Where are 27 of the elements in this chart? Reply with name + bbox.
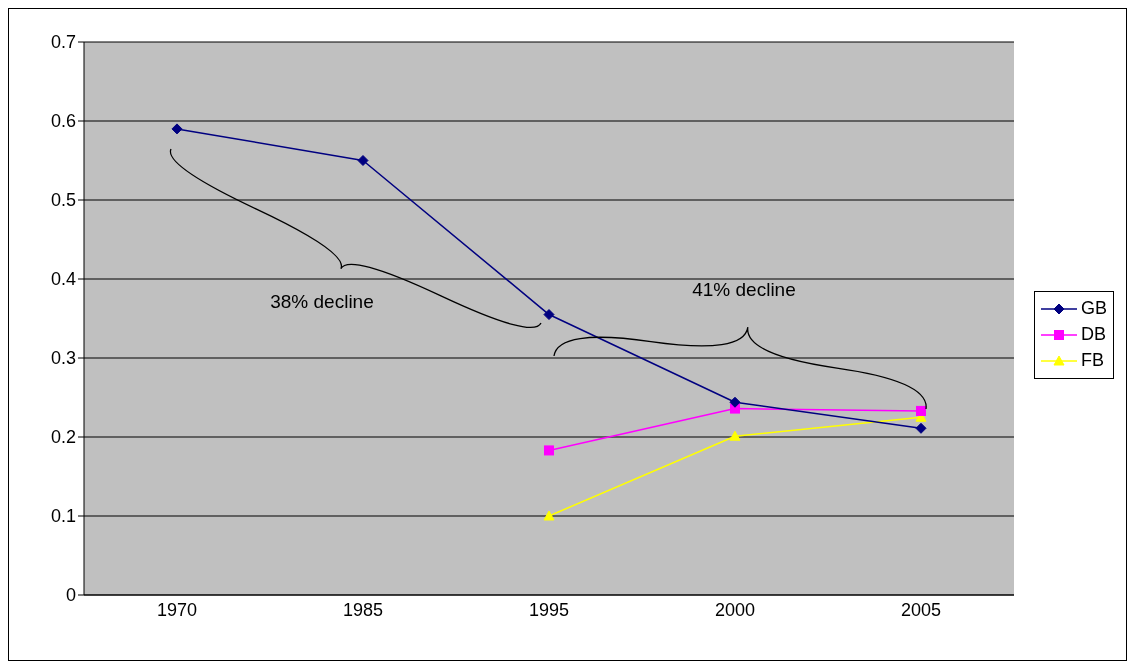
y-tick-label: 0.5 — [50, 190, 76, 211]
x-tick-label: 1995 — [528, 599, 570, 620]
legend-label: GB — [1080, 298, 1107, 319]
y-tick-label: 0 — [65, 585, 76, 606]
point — [729, 430, 741, 441]
point — [915, 405, 926, 416]
y-tick-label: 0.3 — [50, 348, 76, 369]
x-tick-label: 1985 — [342, 599, 384, 620]
x-tick-label: 1970 — [156, 599, 198, 620]
point — [543, 309, 555, 321]
point — [729, 396, 741, 408]
annotation: 41% decline — [691, 279, 797, 301]
legend-label: DB — [1080, 324, 1106, 345]
point — [357, 155, 369, 166]
x-tick-label: 2005 — [900, 599, 942, 620]
y-tick-label: 0.4 — [50, 269, 76, 290]
legend-label: FB — [1080, 350, 1104, 371]
point — [543, 510, 555, 521]
point — [171, 123, 183, 135]
y-tick-label: 0.7 — [50, 32, 76, 53]
y-tick-label: 0.6 — [50, 111, 76, 132]
y-tick-label: 0.1 — [50, 506, 76, 527]
x-tick-label: 2000 — [714, 599, 756, 620]
point — [543, 445, 554, 456]
y-tick-label: 0.2 — [50, 427, 76, 448]
point — [915, 422, 927, 434]
annotation: 38% decline — [269, 291, 375, 313]
